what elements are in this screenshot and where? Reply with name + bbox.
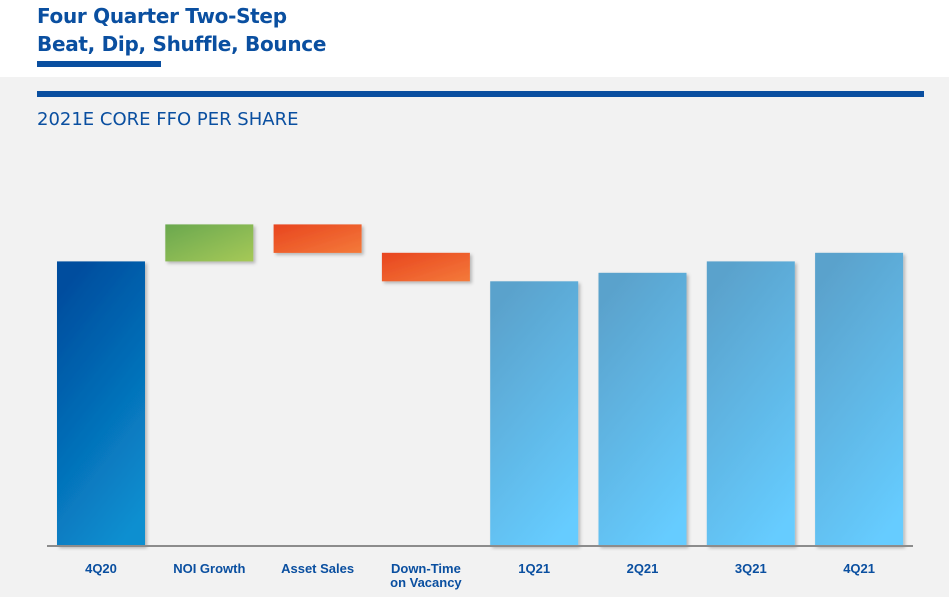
x-tick-label-2q21: 2Q21: [627, 561, 659, 576]
x-tick-label-noi-growth: NOI Growth: [173, 561, 245, 576]
bar-4q20: [57, 261, 145, 546]
page-title-line-2: Beat, Dip, Shuffle, Bounce: [37, 32, 327, 56]
title-underline: [37, 61, 161, 67]
bar-asset-sales: [273, 224, 362, 253]
x-tick-label-4q21: 4Q21: [843, 561, 875, 576]
header-band: Four Quarter Two-Step Beat, Dip, Shuffle…: [0, 0, 949, 77]
x-tick-label-3q21: 3Q21: [735, 561, 767, 576]
bar-2q21: [598, 272, 687, 546]
bar-noi-growth: [165, 224, 254, 262]
bar-down-time-on-vacancy: [381, 252, 470, 282]
x-tick-label-4q20: 4Q20: [85, 561, 117, 576]
chart-title: 2021E CORE FFO PER SHARE: [37, 109, 299, 130]
section-divider: [37, 91, 924, 97]
x-tick-label-down-time-on-vacancy: Down-Time on Vacancy: [390, 561, 462, 590]
bar-3q21: [706, 261, 795, 546]
x-tick-label-1q21: 1Q21: [518, 561, 550, 576]
bar-1q21: [490, 281, 579, 546]
page-title-line-1: Four Quarter Two-Step: [37, 4, 287, 28]
bar-4q21: [815, 252, 904, 547]
x-tick-label-asset-sales: Asset Sales: [281, 561, 354, 576]
